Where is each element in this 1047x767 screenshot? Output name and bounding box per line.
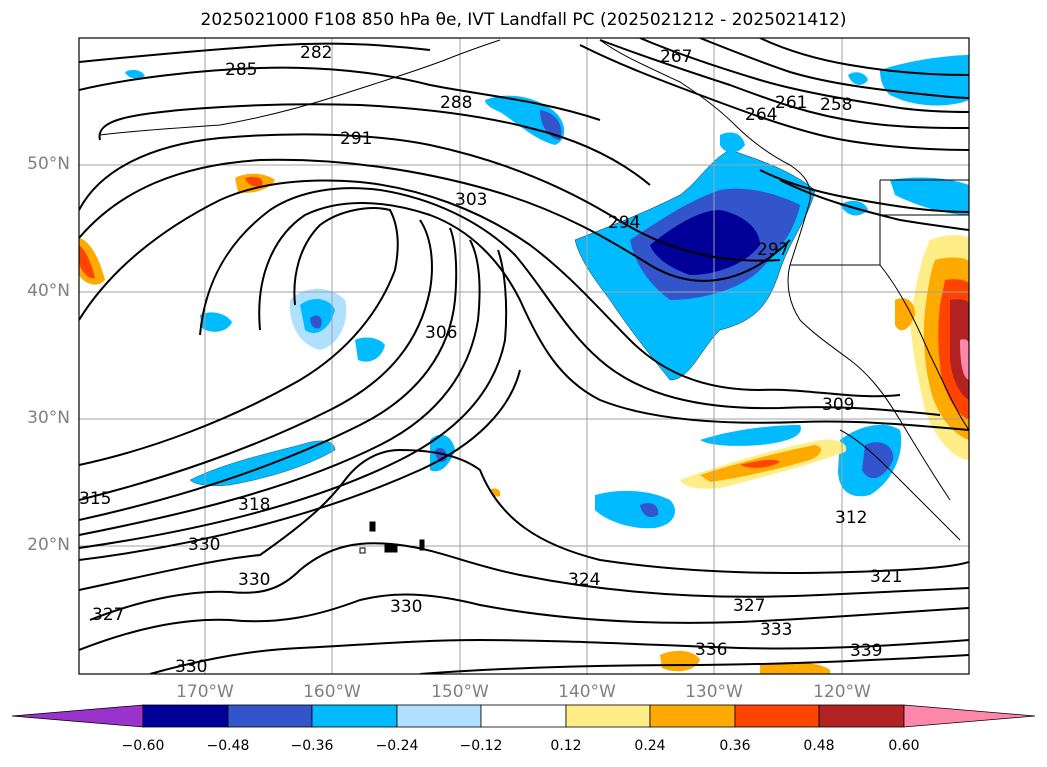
contour-label-339: 339 — [850, 641, 882, 661]
contour-label-261: 261 — [775, 93, 807, 113]
contour-label-315: 315 — [79, 489, 111, 509]
lat-label-30n: 30°N — [27, 408, 70, 428]
map-frame — [78, 37, 970, 675]
contour-label-267: 267 — [660, 47, 692, 67]
contour-label-306: 306 — [425, 323, 457, 343]
colorbar-tick: −0.36 — [290, 738, 334, 754]
contour-label-321: 321 — [870, 567, 902, 587]
chart-title: 2025021000 F108 850 hPa θe, IVT Landfall… — [200, 10, 847, 30]
lon-label-150w: 150°W — [431, 682, 489, 702]
contour-label-294: 294 — [608, 213, 640, 233]
lon-label-160w: 160°W — [303, 682, 361, 702]
contour-label-333: 333 — [760, 620, 792, 640]
contour-label-285: 285 — [225, 60, 257, 80]
colorbar-tick: −0.60 — [121, 738, 165, 754]
contour-label-324: 324 — [568, 570, 600, 590]
colorbar-extend-right — [903, 704, 1036, 728]
lat-label-50n: 50°N — [27, 154, 70, 174]
contour-label-309: 309 — [822, 395, 854, 415]
contour-label-327b: 327 — [733, 596, 765, 616]
colorbar-tick: −0.24 — [375, 738, 419, 754]
contour-labels: 282 285 288 291 294 297 303 306 309 312 … — [79, 43, 902, 677]
colorbar-tick: 0.36 — [719, 738, 751, 754]
theta-e-contours — [79, 38, 969, 674]
contour-label-330b: 330 — [238, 570, 270, 590]
colorbar-extend-left — [11, 704, 144, 728]
lon-label-120w: 120°W — [813, 682, 871, 702]
contour-label-327a: 327 — [92, 605, 124, 625]
colorbar-tick: 0.48 — [803, 738, 835, 754]
contour-label-330a: 330 — [188, 535, 220, 555]
contour-label-312: 312 — [835, 508, 867, 528]
coastlines — [99, 39, 969, 541]
contour-label-264: 264 — [745, 105, 777, 125]
contour-label-303: 303 — [455, 190, 487, 210]
lat-label-20n: 20°N — [27, 535, 70, 555]
graticule — [79, 38, 969, 674]
colorbar — [11, 704, 1036, 728]
colorbar-tick: −0.48 — [206, 738, 250, 754]
contour-label-318: 318 — [238, 495, 270, 515]
contour-label-288: 288 — [440, 93, 472, 113]
contour-label-336: 336 — [695, 640, 727, 660]
lon-label-170w: 170°W — [176, 682, 234, 702]
colorbar-tick: −0.12 — [459, 738, 503, 754]
contour-label-297: 297 — [757, 240, 789, 260]
contour-label-258: 258 — [820, 95, 852, 115]
lat-label-40n: 40°N — [27, 281, 70, 301]
colorbar-tick: 0.12 — [550, 738, 582, 754]
colorbar-tick: 0.24 — [634, 738, 666, 754]
lon-label-130w: 130°W — [685, 682, 743, 702]
contour-label-282: 282 — [300, 43, 332, 63]
hawaii-islands — [359, 521, 425, 554]
lon-label-140w: 140°W — [558, 682, 616, 702]
contour-label-330d: 330 — [175, 657, 207, 677]
contour-label-291: 291 — [340, 129, 372, 149]
colorbar-tick: 0.60 — [888, 738, 920, 754]
contour-label-330c: 330 — [390, 597, 422, 617]
